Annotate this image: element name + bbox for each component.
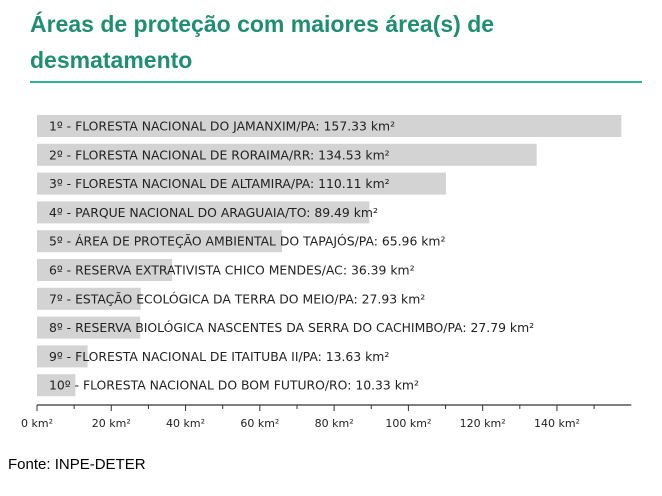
x-tick-label: 20 km² [92,417,131,430]
bar [37,345,88,368]
bar-chart: 1º - FLORESTA NACIONAL DO JAMANXIM/PA: 1… [21,115,632,430]
bar-label: 5º - ÁREA DE PROTEÇÃO AMBIENTAL DO TAPAJ… [49,234,446,249]
source-note: Fonte: INPE-DETER [8,456,146,473]
bar [37,230,282,253]
x-tick-label: 40 km² [166,417,205,430]
bar-label: 2º - FLORESTA NACIONAL DE RORAIMA/RR: 13… [49,147,390,162]
bar-label: 8º - RESERVA BIOLÓGICA NASCENTES DA SERR… [49,320,534,335]
bar-label: 7º - ESTAÇÃO ECOLÓGICA DA TERRA DO MEIO/… [49,291,425,306]
bar-label: 6º - RESERVA EXTRATIVISTA CHICO MENDES/A… [49,263,415,278]
bar [37,374,76,397]
bar-label: 9º - FLORESTA NACIONAL DE ITAITUBA II/PA… [49,349,389,364]
bar [37,316,141,339]
x-tick-label: 140 km² [534,417,580,430]
bar [37,259,173,281]
bar [37,201,370,224]
x-tick-label: 100 km² [385,417,431,430]
bar [37,287,141,310]
title-divider [30,81,642,83]
bar-label: 3º - FLORESTA NACIONAL DE ALTAMIRA/PA: 1… [49,176,390,191]
bar-label: 4º - PARQUE NACIONAL DO ARAGUAIA/TO: 89.… [49,205,378,220]
bar [37,143,537,166]
x-tick-label: 120 km² [460,417,506,430]
bar-label: 1º - FLORESTA NACIONAL DO JAMANXIM/PA: 1… [49,119,395,134]
x-tick-label: 80 km² [315,417,354,430]
bar [37,172,446,195]
x-tick-label: 60 km² [240,417,279,430]
bar-label: 10º - FLORESTA NACIONAL DO BOM FUTURO/RO… [49,378,419,393]
bar [37,115,622,137]
chart-title: Áreas de proteção com maiores área(s) de… [30,11,495,73]
x-tick-label: 0 km² [21,417,53,430]
